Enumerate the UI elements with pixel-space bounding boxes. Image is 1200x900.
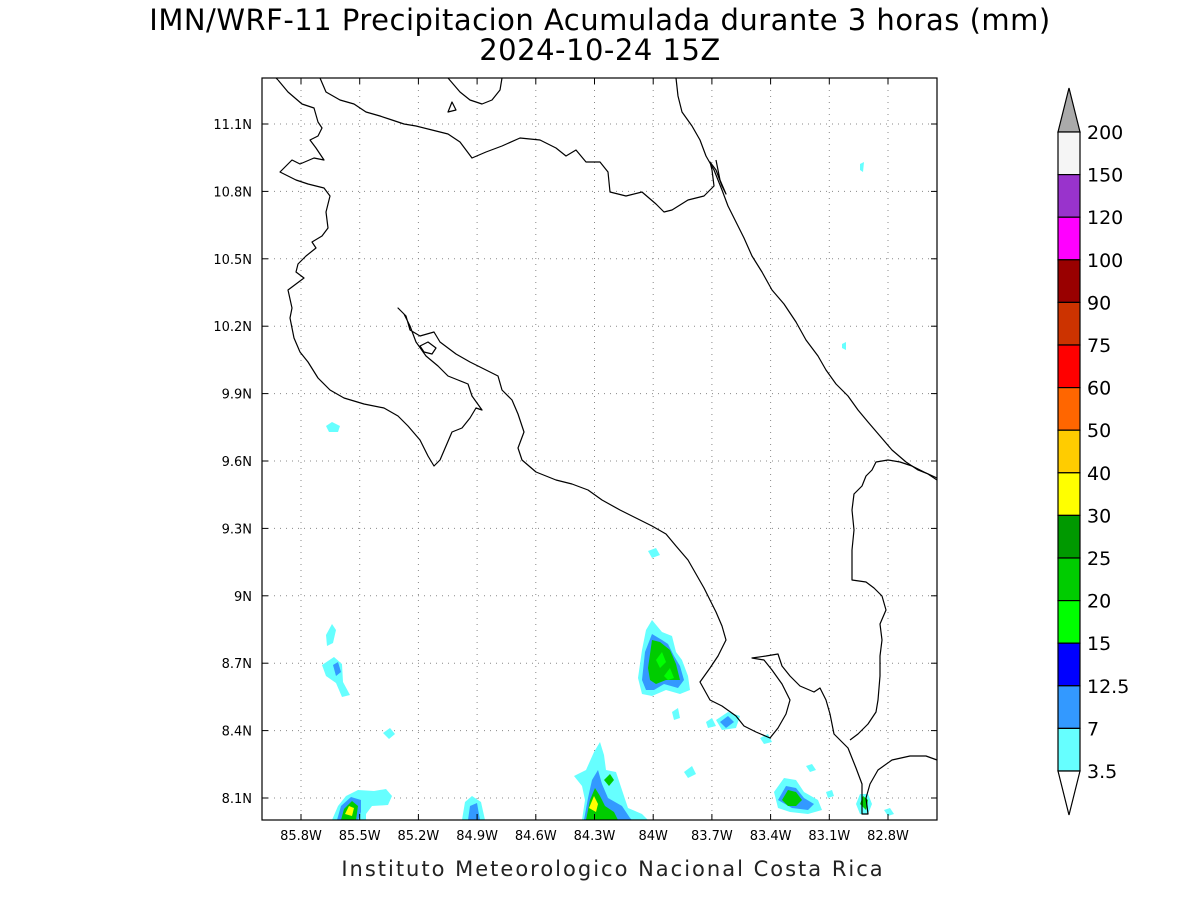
legend-label: 150 [1087,165,1123,187]
map-area [261,77,938,821]
legend-label: 90 [1087,292,1111,314]
legend-swatch [1057,344,1081,389]
map-background [262,78,937,820]
lat-label: 9.6N [222,455,252,470]
gridlines [262,78,937,820]
legend-arrow-bottom [1057,770,1081,816]
lon-label: 82.8W [867,829,909,844]
legend-label: 3.5 [1087,761,1117,783]
lat-label: 9.9N [222,388,252,403]
legend-swatch [1057,642,1081,687]
lon-label: 85.8W [280,829,322,844]
legend-swatch [1057,387,1081,431]
precip-cell [782,790,802,806]
lat-label: 10.2N [213,320,252,335]
lat-label: 10.5N [213,253,252,268]
nicaragua-border [277,79,938,815]
precip-cell [383,728,395,739]
precip-cell [604,774,614,786]
nicaragua-lake-shore [319,77,727,213]
precip-cell [860,162,864,172]
legend-label: 50 [1087,420,1111,442]
nicoya-gulf-island [419,341,437,355]
lon-label: 83.4W [750,829,792,844]
lat-label: 10.8N [213,185,252,200]
legend-swatch [1057,685,1081,729]
longitude-labels: 85.8W 85.5W 85.2W 84.9W 84.6W 84.3W 84W 83.7W 83… [280,829,909,844]
legend-arrow-top [1057,87,1081,133]
panama-border [849,459,938,741]
lon-label: 84.9W [456,829,498,844]
lat-label: 11.1N [213,118,252,133]
lon-label: 83.1W [808,829,850,844]
legend-label: 30 [1087,505,1111,527]
precip-cell [672,708,680,720]
lon-label: 84W [638,829,668,844]
lat-label: 9N [234,590,252,605]
legend-swatch [1057,301,1081,346]
legend-swatch [1057,599,1081,644]
axis-ticks [262,78,937,820]
lake-island [447,101,457,113]
legend-swatch [1057,557,1081,602]
precip-cell [826,790,834,798]
precipitation-areas [322,162,894,820]
legend-swatch [1057,216,1081,261]
precip-cell [656,652,666,668]
latitude-labels: 11.1N 10.8N 10.5N 10.2N 9.9N 9.6N 9.3N 9N 8.7N 8.… [213,118,252,807]
precip-cell [322,657,350,697]
precip-cell [326,422,340,432]
legend-label: 12.5 [1087,676,1129,698]
lat-label: 9.3N [222,522,252,537]
precip-cell [664,668,674,680]
precip-cell [589,796,598,812]
lat-label: 8.4N [222,725,252,740]
precip-cell [345,806,354,816]
lat-label: 8.7N [222,657,252,672]
legend-label: 120 [1087,207,1123,229]
legend-swatch [1057,174,1081,218]
legend-label: 15 [1087,633,1111,655]
map-frame [261,77,938,821]
precip-cell [326,624,336,646]
lon-label: 85.2W [397,829,439,844]
precip-cell [720,716,734,728]
legend-swatch [1057,131,1081,176]
map-subtitle: 2024-10-24 15Z [479,33,721,67]
lake-nicaragua [447,77,503,105]
precip-cell [884,808,894,816]
precip-cell [684,766,696,778]
footer-credit: Instituto Meteorologico Nacional Costa R… [341,857,884,881]
lon-label: 84.6W [515,829,557,844]
legend-label: 7 [1087,718,1099,740]
map-title: IMN/WRF-11 Precipitacion Acumulada duran… [149,3,1050,37]
legend-swatch [1057,514,1081,559]
lon-label: 83.7W [691,829,733,844]
legend-swatch [1057,259,1081,303]
legend-swatch [1057,727,1081,772]
precipitation-legend: 200 150 120 100 90 75 60 50 40 30 25 20 15 12.5 7 3.5 [1057,87,1129,816]
coastlines [275,77,938,815]
lon-label: 84.3W [574,829,616,844]
precip-cell [648,548,660,558]
legend-label: 60 [1087,378,1111,400]
legend-label: 25 [1087,548,1111,570]
legend-swatch [1057,429,1081,474]
legend-label: 40 [1087,463,1111,485]
legend-label: 100 [1087,250,1123,272]
legend-label: 200 [1087,122,1123,144]
legend-swatch [1057,472,1081,516]
precip-cell [760,734,772,744]
precip-cell [806,764,816,772]
precip-cell [706,718,716,728]
precip-cell [333,662,341,676]
legend-label: 75 [1087,335,1111,357]
legend-label: 20 [1087,591,1111,613]
lon-label: 85.5W [339,829,381,844]
caribbean-coast [675,77,938,481]
lat-label: 8.1N [222,792,252,807]
precip-cell [842,342,846,350]
